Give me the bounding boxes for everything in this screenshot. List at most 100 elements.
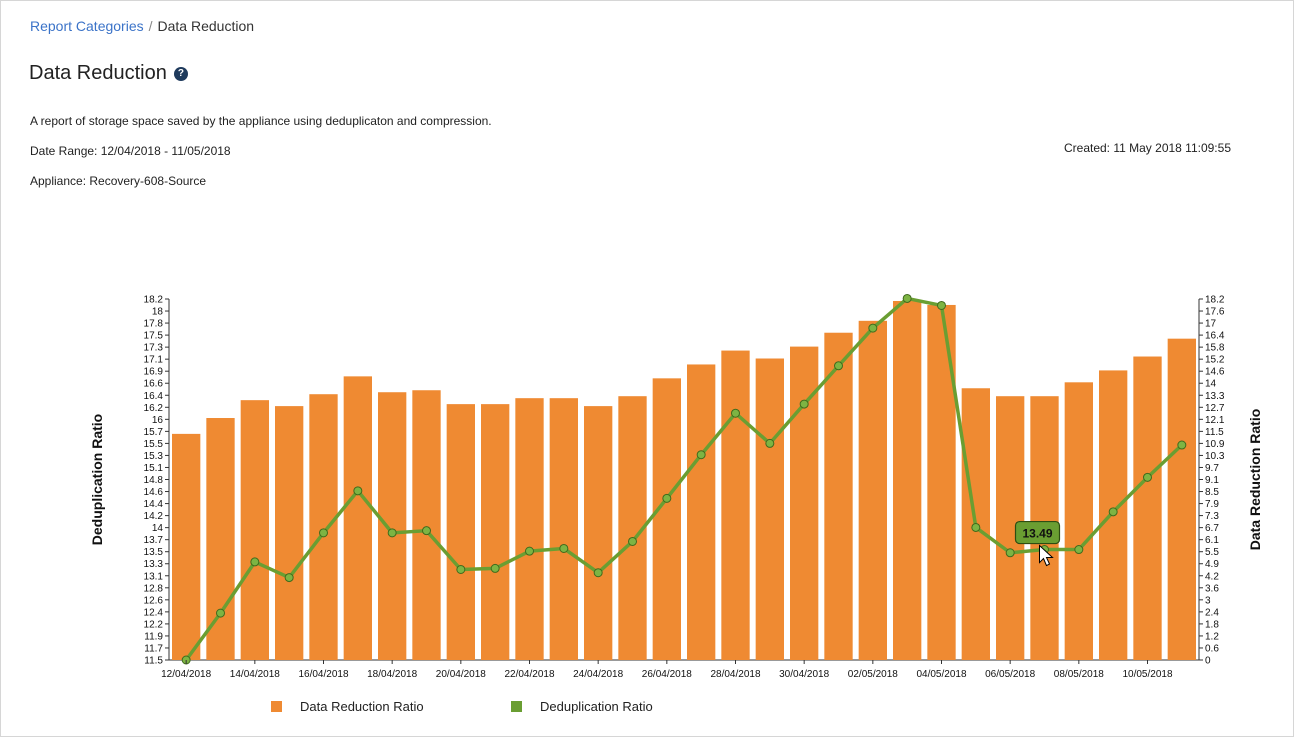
deduplication-point[interactable] [456,564,466,574]
deduplication-point[interactable] [971,522,981,532]
data-reduction-bar[interactable] [755,358,784,660]
data-reduction-bar[interactable] [549,398,578,660]
right-axis-title: Data Reduction Ratio [1247,409,1263,551]
deduplication-point[interactable] [799,399,809,409]
left-axis-tick-label: 12.6 [144,595,164,606]
deduplication-point[interactable] [937,300,946,310]
breadcrumb-report-categories-link[interactable]: Report Categories [30,18,144,34]
data-reduction-bar[interactable] [412,390,441,660]
data-reduction-bar[interactable] [172,433,201,660]
data-reduction-bar[interactable] [481,404,510,660]
left-axis-tick-label: 12.4 [144,607,164,618]
data-reduction-bar[interactable] [1133,356,1162,660]
right-axis-tick-label: 4.9 [1205,559,1219,570]
data-reduction-bar[interactable] [652,378,681,660]
x-axis-tick-label: 06/05/2018 [985,669,1035,680]
left-axis-tick-label: 13.1 [144,571,164,582]
deduplication-point[interactable] [1074,545,1084,555]
deduplication-point[interactable] [731,408,740,418]
right-axis-tick-label: 12.1 [1205,415,1225,426]
left-axis-tick-label: 14.8 [144,475,164,486]
breadcrumb: Report Categories / Data Reduction [30,18,254,34]
left-axis-tick-label: 14 [152,523,164,534]
left-axis-tick-label: 15.3 [144,451,164,462]
right-axis-tick-label: 10.9 [1205,439,1225,450]
data-reduction-bar[interactable] [378,392,407,660]
right-axis-tick-label: 14.6 [1205,367,1225,378]
left-axis-tick-label: 13.5 [144,547,164,558]
left-axis-tick-label: 11.9 [144,631,163,642]
right-axis-tick-label: 6.1 [1205,535,1219,546]
deduplication-point[interactable] [319,528,328,538]
data-reduction-bar[interactable] [309,394,338,660]
right-axis-tick-label: 16.4 [1205,331,1225,342]
left-axis-tick-label: 12.2 [144,619,164,630]
right-axis-tick-label: 0 [1205,656,1211,667]
deduplication-point[interactable] [490,563,500,573]
data-reduction-bar[interactable] [515,398,544,660]
help-icon[interactable]: ? [173,66,188,81]
data-reduction-bar[interactable] [446,404,475,660]
left-axis-tick-label: 17.5 [144,331,164,342]
deduplication-point[interactable] [593,568,603,578]
data-reduction-bar[interactable] [790,346,819,660]
data-reduction-bar[interactable] [721,350,750,660]
breadcrumb-separator: / [148,18,153,34]
data-reduction-bar[interactable] [1064,382,1093,660]
deduplication-point[interactable] [559,543,569,553]
deduplication-line [184,296,1184,662]
deduplication-point[interactable] [696,450,706,460]
right-axis-tick-label: 7.3 [1205,511,1219,522]
deduplication-point[interactable] [353,486,363,496]
legend-label-deduplication[interactable]: Deduplication Ratio [540,699,653,714]
data-reduction-bar[interactable] [343,376,372,660]
left-axis-tick-label: 14.6 [144,487,164,498]
right-axis-tick-label: 0.6 [1205,643,1219,654]
deduplication-point[interactable] [216,608,225,618]
deduplication-point[interactable] [284,573,294,583]
left-axis-tick-label: 16.9 [144,367,164,378]
data-reduction-bar[interactable] [858,320,887,660]
deduplication-point[interactable] [1108,507,1118,517]
tooltip-box [1014,520,1061,545]
x-axis-tick-label: 22/04/2018 [504,669,554,680]
data-reduction-bar[interactable] [584,406,613,660]
data-reduction-bar[interactable] [893,300,922,660]
left-axis-tick-label: 13.3 [144,559,164,570]
left-axis-tick-label: 14.4 [144,499,164,510]
right-axis-tick-label: 15.2 [1205,355,1225,366]
legend-label-data-reduction[interactable]: Data Reduction Ratio [300,699,424,714]
deduplication-point[interactable] [628,536,637,546]
deduplication-point[interactable] [1005,548,1015,558]
data-reduction-bar[interactable] [275,406,304,660]
deduplication-point[interactable] [250,557,260,567]
deduplication-point[interactable] [1143,472,1152,482]
left-axis-title: Deduplication Ratio [89,414,105,545]
deduplication-point[interactable] [902,293,912,303]
deduplication-point[interactable] [765,438,775,448]
right-axis-tick-label: 13.3 [1205,391,1225,402]
right-axis-tick-label: 8.5 [1205,487,1219,498]
deduplication-point[interactable] [525,546,534,556]
deduplication-point[interactable] [422,526,431,536]
right-axis-tick-label: 6.7 [1205,523,1219,534]
data-reduction-bar[interactable] [824,332,853,660]
x-axis-tick-label: 16/04/2018 [298,669,348,680]
x-axis-tick-label: 10/05/2018 [1122,669,1172,680]
data-reduction-bar[interactable] [687,364,716,660]
deduplication-point[interactable] [1177,440,1187,450]
right-axis-tick-label: 17 [1205,319,1217,330]
x-axis-tick-label: 08/05/2018 [1054,669,1104,680]
left-axis-tick-label: 17.8 [144,319,164,330]
deduplication-point[interactable] [868,323,878,333]
deduplication-point[interactable] [834,361,843,371]
legend-swatch-deduplication [511,701,522,712]
data-reduction-bar[interactable] [1167,338,1196,660]
left-axis-tick-label: 14.2 [144,511,164,522]
data-reduction-bar[interactable] [206,418,235,660]
data-reduction-bar[interactable] [240,400,269,660]
deduplication-point[interactable] [387,528,397,538]
deduplication-point[interactable] [662,493,672,503]
tooltip-value: 13.49 [1022,527,1052,541]
